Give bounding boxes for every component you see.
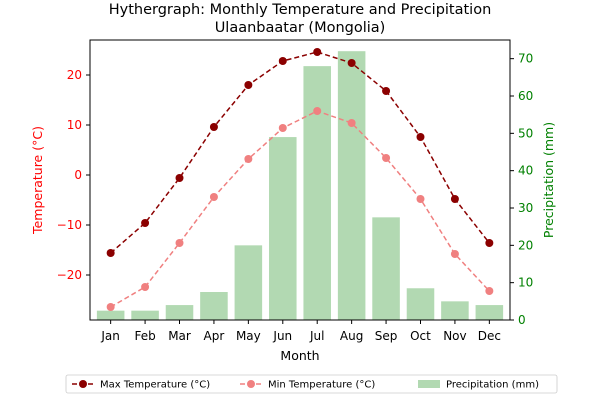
- x-tick-label: Nov: [443, 329, 466, 343]
- left-tick-label: −10: [57, 218, 82, 232]
- max-temp-point-may: [244, 81, 253, 89]
- right-tick-label: 30: [518, 201, 533, 215]
- legend-max-temp-marker: [79, 380, 87, 388]
- min-temp-point-jul: [313, 107, 322, 115]
- left-tick-label: 0: [74, 168, 82, 182]
- x-tick-label: May: [236, 329, 261, 343]
- min-temp-point-nov: [450, 250, 459, 258]
- max-temp-point-nov: [450, 195, 459, 203]
- right-axis-label: Precipitation (mm): [541, 122, 556, 238]
- legend: Max Temperature (°C) Min Temperature (°C)…: [65, 374, 558, 394]
- max-temp-point-aug: [347, 59, 356, 67]
- right-tick-label: 60: [518, 89, 533, 103]
- min-temp-point-sep: [382, 154, 391, 162]
- max-temp-point-mar: [175, 174, 184, 182]
- x-tick-label: Dec: [478, 329, 501, 343]
- precip-bar-nov: [441, 301, 469, 320]
- temperature-lines: [106, 48, 494, 311]
- precipitation-bars: [96, 51, 504, 320]
- max-temp-line: [110, 51, 490, 254]
- precip-bar-jan: [96, 310, 125, 320]
- right-tick-label: 10: [518, 276, 533, 290]
- max-temp-point-feb: [141, 219, 150, 227]
- right-tick-label: 40: [518, 164, 533, 178]
- min-temp-point-may: [244, 155, 253, 163]
- x-tick-label: Jun: [272, 329, 292, 343]
- precip-bar-aug: [337, 51, 366, 320]
- legend-label: Min Temperature (°C): [268, 380, 375, 391]
- precip-bar-oct: [406, 288, 435, 320]
- max-temp-point-apr: [209, 123, 218, 131]
- left-axis-label: Temperature (°C): [30, 126, 45, 235]
- min-temp-point-feb: [141, 283, 150, 291]
- min-temp-point-jun: [278, 124, 287, 132]
- chart-title: Hythergraph: Monthly Temperature and Pre…: [109, 2, 492, 18]
- left-tick-label: 10: [67, 118, 82, 132]
- precip-bar-apr: [200, 292, 228, 320]
- precip-bar-feb: [131, 310, 159, 320]
- x-axis-ticks: Jan Feb Mar Apr May Jun Jul Aug Sep Oct Nov Dec: [100, 320, 501, 343]
- x-tick-label: Oct: [410, 329, 431, 343]
- max-temp-point-jul: [313, 48, 322, 56]
- x-tick-label: Feb: [134, 329, 155, 343]
- chart-subtitle: Ulaanbaatar (Mongolia): [215, 20, 386, 36]
- max-temp-point-dec: [485, 239, 494, 247]
- max-temp-point-jun: [278, 57, 287, 65]
- right-axis-ticks: 0 10 20 30 40 50 60 70: [510, 52, 533, 327]
- min-temp-line: [110, 110, 490, 308]
- right-tick-label: 20: [518, 238, 533, 252]
- precip-bar-jun: [269, 137, 297, 320]
- left-tick-label: −20: [57, 268, 82, 282]
- precip-bar-jul: [303, 66, 331, 320]
- min-temp-point-oct: [416, 195, 425, 203]
- precip-bar-may: [234, 245, 263, 320]
- min-temp-point-apr: [209, 193, 218, 201]
- legend-label: Precipitation (mm): [446, 380, 539, 391]
- legend-precip-swatch: [418, 380, 440, 388]
- legend-frame: [65, 374, 558, 394]
- x-tick-label: Aug: [340, 329, 363, 343]
- right-tick-label: 50: [518, 126, 533, 140]
- plot-frame: [89, 39, 511, 321]
- x-tick-label: Apr: [204, 329, 225, 343]
- max-temp-point-oct: [416, 133, 425, 141]
- precip-bar-sep: [372, 217, 400, 320]
- min-temp-point-aug: [347, 119, 356, 127]
- legend-label: Max Temperature (°C): [100, 380, 210, 391]
- x-tick-label: Jan: [100, 329, 120, 343]
- precip-bar-mar: [165, 305, 194, 320]
- min-temp-point-jan: [106, 303, 115, 311]
- precip-bar-dec: [475, 305, 504, 320]
- x-tick-label: Sep: [375, 329, 398, 343]
- max-temp-point-sep: [382, 87, 391, 95]
- right-tick-label: 70: [518, 52, 533, 66]
- max-temp-point-jan: [106, 249, 115, 257]
- x-tick-label: Jul: [309, 329, 324, 343]
- right-tick-label: 0: [518, 313, 526, 327]
- left-axis-ticks: −20 −10 0 10 20: [57, 68, 90, 282]
- x-tick-label: Mar: [168, 329, 191, 343]
- x-axis-label: Month: [280, 348, 319, 363]
- legend-min-temp-marker: [247, 380, 255, 388]
- min-temp-point-dec: [485, 287, 494, 295]
- min-temp-point-mar: [175, 239, 184, 247]
- left-tick-label: 20: [67, 68, 82, 82]
